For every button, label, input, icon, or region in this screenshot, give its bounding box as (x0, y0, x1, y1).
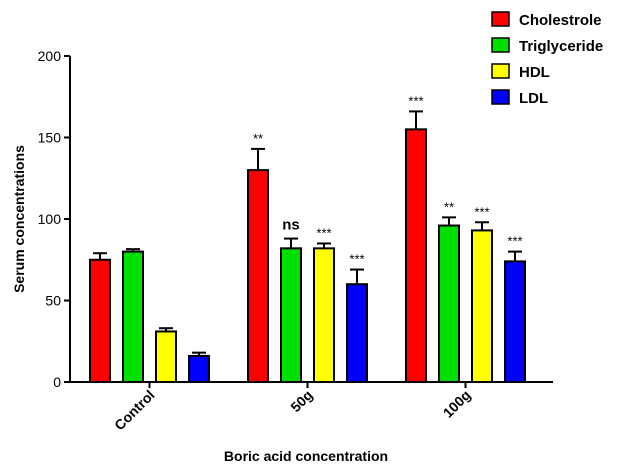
y-tick-label: 200 (38, 48, 62, 64)
bar-ldl-50g (347, 284, 367, 382)
x-axis-title: Boric acid concentration (224, 448, 388, 464)
y-tick-label: 100 (38, 211, 62, 227)
x-tick-label: Control (111, 387, 158, 434)
bar-hdl-control (156, 331, 176, 382)
significance-label: *** (474, 204, 489, 219)
legend-swatch-hdl (492, 64, 509, 78)
legend-swatch-ldl (492, 90, 509, 104)
bar-ldl-control (189, 356, 209, 382)
legend-label-hdl: HDL (519, 64, 550, 81)
significance-label: *** (316, 225, 331, 240)
bar-hdl-100g (472, 230, 492, 382)
legend: Cholestrole Triglyceride HDL LDL (492, 12, 603, 107)
significance-label: ** (444, 199, 454, 214)
y-tick-label: 150 (38, 130, 62, 146)
significance-label: *** (408, 93, 423, 108)
legend-label-cholestrole: Cholestrole (519, 12, 602, 29)
legend-swatch-triglyceride (492, 38, 509, 52)
bar-ldl-100g (505, 261, 525, 382)
bar-triglyceride-100g (439, 226, 459, 382)
legend-swatch-cholestrole (492, 12, 509, 26)
legend-label-triglyceride: Triglyceride (519, 38, 603, 55)
y-tick-label: 0 (53, 374, 61, 390)
bar-cholestrole-50g (248, 170, 268, 382)
bar-cholestrole-100g (406, 129, 426, 382)
x-tick-label: 100g (440, 387, 474, 421)
bar-triglyceride-control (123, 252, 143, 382)
bar-triglyceride-50g (281, 248, 301, 382)
bar-cholestrole-control (90, 260, 110, 382)
x-tick-label: 50g (287, 387, 315, 415)
significance-label: ** (253, 131, 263, 146)
y-tick-label: 50 (45, 293, 61, 309)
y-axis-title: Serum concentrations (11, 145, 27, 293)
significance-label: ns (282, 217, 300, 234)
bars-layer (90, 111, 525, 382)
legend-label-ldl: LDL (519, 90, 548, 107)
bar-hdl-50g (314, 248, 334, 382)
significance-label: *** (507, 234, 522, 249)
significance-label: *** (349, 252, 364, 267)
